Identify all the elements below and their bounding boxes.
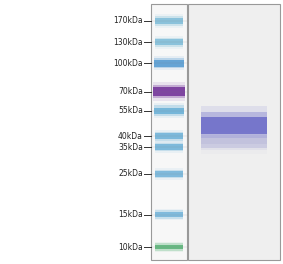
Bar (155, 36, 183, 49)
Text: 40kDa: 40kDa (118, 132, 143, 141)
Bar (155, 17, 183, 24)
Bar (155, 210, 183, 219)
Bar (201, 112, 267, 138)
Bar (201, 106, 267, 144)
Bar (155, 209, 183, 220)
Bar (155, 16, 183, 26)
Bar (155, 212, 183, 217)
Bar (155, 39, 183, 45)
Bar (155, 143, 183, 151)
Text: 25kDa: 25kDa (118, 169, 143, 178)
Bar (154, 56, 184, 70)
Bar (155, 130, 183, 143)
Text: 130kDa: 130kDa (113, 38, 143, 47)
Bar (153, 87, 185, 96)
Bar (155, 37, 183, 47)
Bar (154, 105, 184, 116)
Bar (155, 13, 183, 28)
Bar (155, 171, 183, 177)
Text: 35kDa: 35kDa (118, 143, 143, 152)
Text: 70kDa: 70kDa (118, 87, 143, 96)
Bar (201, 117, 267, 134)
Bar (201, 135, 267, 150)
Bar (155, 132, 183, 141)
Bar (188, 4, 280, 260)
Bar (154, 103, 184, 119)
Text: 170kDa: 170kDa (113, 16, 143, 25)
Bar (155, 243, 183, 251)
Bar (155, 170, 183, 178)
Text: 10kDa: 10kDa (118, 243, 143, 252)
Bar (154, 107, 184, 114)
Bar (201, 131, 267, 154)
Bar (155, 168, 183, 180)
Bar (155, 144, 183, 150)
Text: 55kDa: 55kDa (118, 106, 143, 115)
Bar (201, 138, 267, 148)
Bar (155, 134, 183, 139)
Text: 100kDa: 100kDa (113, 59, 143, 68)
Bar (155, 242, 183, 252)
Bar (155, 245, 183, 249)
Text: 15kDa: 15kDa (118, 210, 143, 219)
Bar (151, 4, 187, 260)
Bar (153, 85, 185, 98)
Bar (153, 82, 185, 101)
Bar (154, 58, 184, 68)
Bar (155, 141, 183, 153)
Bar (154, 60, 184, 67)
